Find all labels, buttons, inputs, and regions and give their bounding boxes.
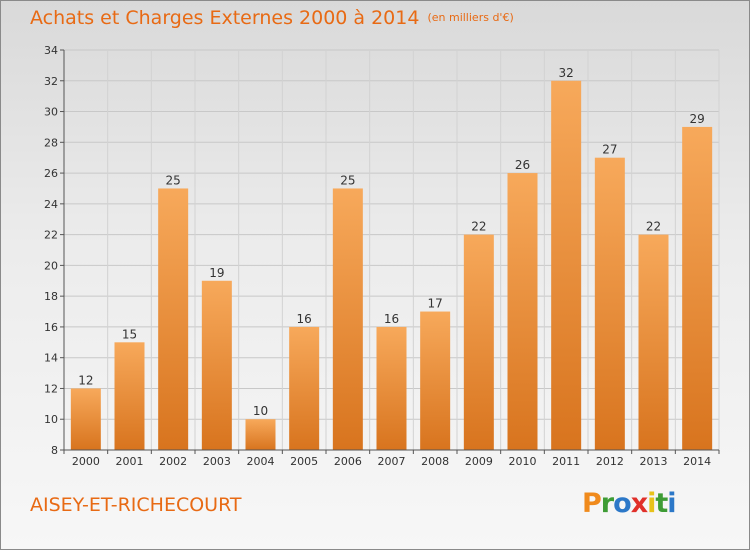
y-tick-label: 16 <box>44 321 58 334</box>
chart-title: Achats et Charges Externes 2000 à 2014 (e… <box>30 7 514 29</box>
data-label: 15 <box>122 327 137 341</box>
bar-2009 <box>463 234 494 450</box>
y-tick-label: 22 <box>44 229 58 242</box>
data-label: 10 <box>253 404 268 418</box>
x-tick-label: 2006 <box>334 455 362 468</box>
tick-labels: 8 10 12 14 16 18 20 22 24 26 28 30 32 34 12 2000 15 2001 2… <box>44 44 711 468</box>
logo-letter: i <box>647 488 656 519</box>
data-label: 17 <box>428 297 443 311</box>
bar-2000 <box>70 388 101 450</box>
x-tick-label: 2001 <box>116 455 144 468</box>
y-tick-label: 12 <box>44 382 58 395</box>
bar-2006 <box>332 188 363 450</box>
bar-2004 <box>245 419 276 450</box>
bar-2002 <box>158 188 189 450</box>
bar-2010 <box>507 173 538 451</box>
y-tick-label: 26 <box>44 167 58 180</box>
y-tick-label: 24 <box>44 198 58 211</box>
logo-letter: t <box>655 488 668 519</box>
y-tick-label: 20 <box>44 259 58 272</box>
x-tick-label: 2004 <box>247 455 275 468</box>
bar-2014 <box>682 126 713 450</box>
bar-2007 <box>376 326 407 450</box>
data-label: 12 <box>78 373 93 387</box>
y-tick-label: 8 <box>51 444 58 457</box>
x-tick-label: 2014 <box>683 455 711 468</box>
x-tick-label: 2007 <box>378 455 406 468</box>
data-label: 16 <box>297 312 312 326</box>
data-label: 32 <box>559 66 574 80</box>
logo-letter: x <box>630 488 648 519</box>
bar-2005 <box>289 326 320 450</box>
x-tick-label: 2009 <box>465 455 493 468</box>
y-tick-label: 30 <box>44 106 58 119</box>
data-label: 19 <box>209 266 224 280</box>
x-tick-label: 2002 <box>159 455 187 468</box>
x-tick-label: 2010 <box>509 455 537 468</box>
logo-letter: P <box>582 488 602 519</box>
data-label: 22 <box>471 220 486 234</box>
x-tick-label: 2005 <box>290 455 318 468</box>
data-label: 22 <box>646 220 661 234</box>
bar-2008 <box>420 311 451 450</box>
logo-letter: i <box>667 488 676 519</box>
y-tick-label: 14 <box>44 352 58 365</box>
proxiti-logo: Proxiti <box>582 488 677 519</box>
x-tick-label: 2012 <box>596 455 624 468</box>
y-tick-label: 34 <box>44 44 58 57</box>
bar-2011 <box>551 80 582 451</box>
bar-2003 <box>201 280 232 450</box>
data-label: 27 <box>602 143 617 157</box>
commune-name: AISEY-ET-RICHECOURT <box>30 494 242 516</box>
chart-unit: (en milliers d'€) <box>427 11 514 24</box>
x-tick-label: 2008 <box>421 455 449 468</box>
logo-letter: o <box>613 488 632 519</box>
x-tick-label: 2013 <box>640 455 668 468</box>
x-tick-label: 2000 <box>72 455 100 468</box>
axes <box>60 49 720 454</box>
y-tick-label: 32 <box>44 75 58 88</box>
bars <box>70 80 713 451</box>
logo-letter: r <box>600 488 614 519</box>
data-label: 16 <box>384 312 399 326</box>
x-tick-label: 2011 <box>552 455 580 468</box>
bar-2001 <box>114 342 145 450</box>
bar-2012 <box>594 157 625 450</box>
y-tick-label: 28 <box>44 136 58 149</box>
data-label: 26 <box>515 158 530 172</box>
y-tick-label: 18 <box>44 290 58 303</box>
data-label: 25 <box>340 173 355 187</box>
y-tick-label: 10 <box>44 413 58 426</box>
chart-title-text: Achats et Charges Externes 2000 à 2014 <box>30 7 420 29</box>
bar-2013 <box>638 234 669 450</box>
data-label: 29 <box>690 112 705 126</box>
x-tick-label: 2003 <box>203 455 231 468</box>
data-label: 25 <box>166 173 181 187</box>
